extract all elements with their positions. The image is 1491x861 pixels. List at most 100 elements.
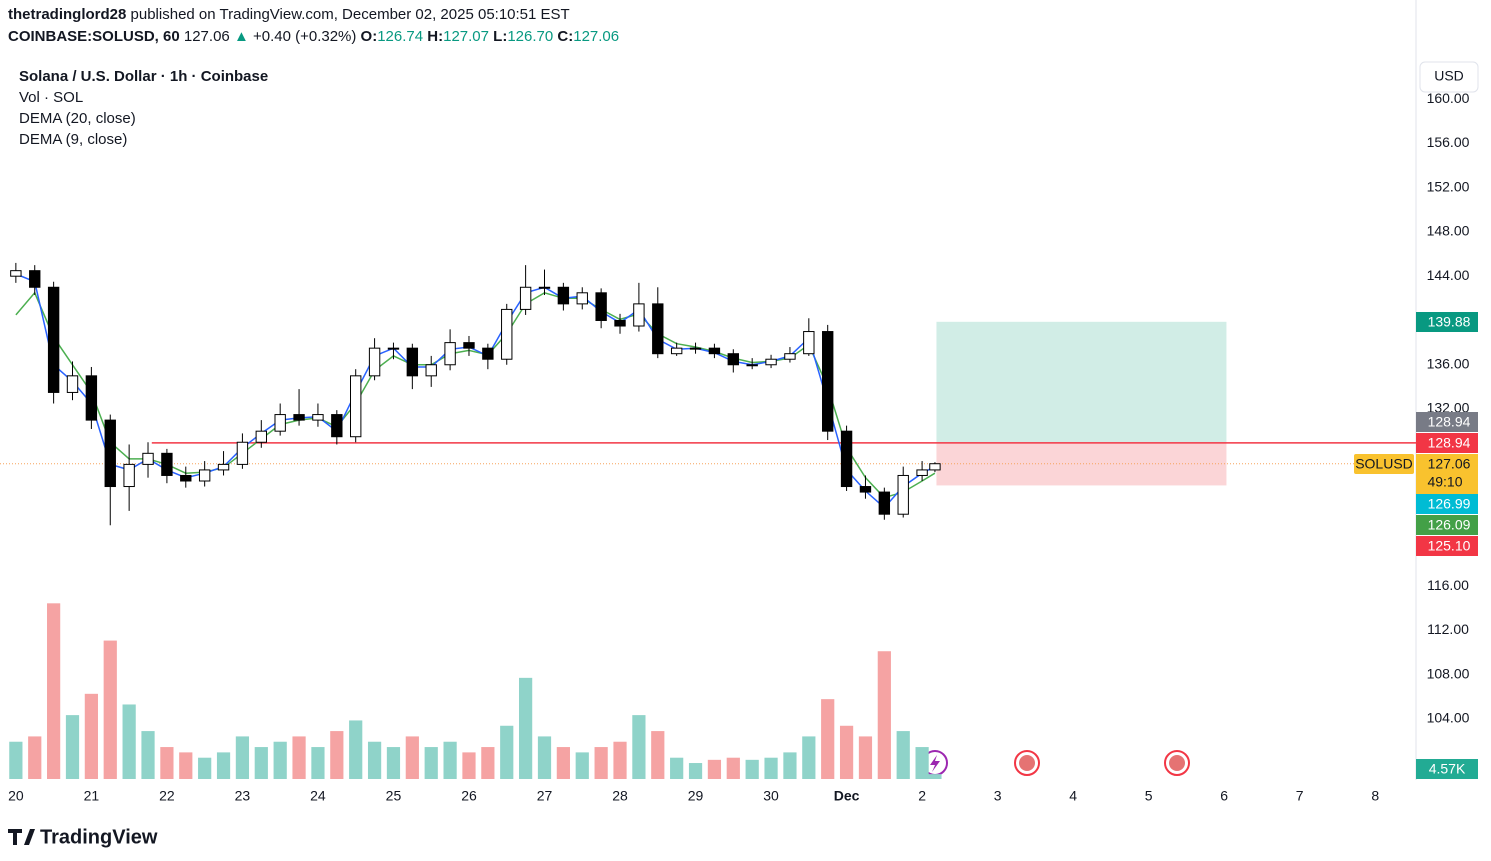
ohlc-label: O:: [360, 28, 378, 45]
price-label: 139.88: [1428, 314, 1471, 330]
candle-body: [538, 286, 551, 289]
candle-body: [784, 353, 796, 360]
volume-bar: [160, 747, 174, 779]
legend-entry: DEMA (9, close): [19, 131, 127, 148]
logo: TradingView: [8, 826, 158, 848]
candle-body: [595, 292, 607, 321]
volume-bar: [556, 747, 570, 779]
volume-bar: [28, 736, 42, 779]
volume-bar: [839, 725, 854, 779]
x-tick-label: 4: [1069, 788, 1077, 804]
volume-bar: [651, 731, 665, 779]
volume-bar: [481, 747, 495, 779]
ohlc-label: C:: [557, 28, 574, 45]
volume-bar: [783, 752, 797, 779]
volume-bar: [330, 731, 344, 779]
candle-body: [633, 303, 645, 327]
price-label-box: [1416, 515, 1478, 535]
candle-body: [444, 342, 456, 366]
candle-body: [217, 463, 230, 471]
price-label: 128.94: [1428, 414, 1471, 430]
candle-body: [47, 286, 60, 393]
volume-bar: [292, 736, 306, 779]
candle-body: [708, 347, 721, 355]
y-tick-label: 156.00: [1427, 134, 1470, 150]
x-tick-label: 23: [235, 788, 251, 804]
candle-body: [765, 358, 777, 366]
change: +0.40 (+0.32%): [252, 28, 357, 45]
header: thetradinglord28 published on TradingVie…: [8, 6, 570, 23]
volume-bar: [311, 747, 325, 779]
price-label: 127.06: [1428, 456, 1471, 472]
currency-button[interactable]: [1419, 61, 1479, 93]
price-label-box: [1416, 412, 1478, 432]
volume-bar: [84, 693, 98, 779]
x-tick-label: 27: [537, 788, 553, 804]
quote: COINBASE:SOLUSD, 60 127.06 ▲ +0.40 (+0.3…: [8, 28, 619, 45]
currency[interactable]: USD: [1434, 68, 1464, 84]
candle-body: [406, 347, 419, 377]
candle-body: [312, 414, 324, 421]
logo-text: TradingView: [40, 826, 158, 848]
candle-body: [929, 463, 941, 471]
volume-bar: [198, 757, 212, 779]
published: published on TradingView.com, December 0…: [130, 6, 570, 23]
y-tick-label: 144.00: [1427, 267, 1470, 283]
candle-body: [142, 452, 154, 465]
candle-body: [236, 441, 249, 465]
volume-bar: [462, 752, 476, 779]
candle-body: [614, 319, 626, 327]
volume-bar: [122, 704, 136, 779]
volume-bar: [500, 725, 514, 779]
price-label: 126.09: [1428, 517, 1471, 533]
ohlc-value: 127.07: [443, 28, 489, 45]
volume-bar: [764, 757, 778, 779]
x-tick-label: 30: [763, 788, 779, 804]
candle-body: [501, 308, 513, 360]
candle-body: [576, 292, 588, 305]
x-tick-label: 6: [1220, 788, 1228, 804]
candle-body: [198, 469, 211, 482]
y-tick-label: 108.00: [1427, 665, 1470, 681]
volume-bar: [877, 651, 891, 779]
candle-body: [123, 463, 135, 488]
y-tick-label: 132.00: [1427, 400, 1470, 416]
volume-bar: [405, 736, 419, 779]
y-tick-label: 148.00: [1427, 223, 1470, 239]
volume-bar: [47, 603, 61, 779]
ohlc-label: L:: [493, 28, 508, 45]
price-label: 126.99: [1428, 496, 1471, 512]
x-tick-label: 7: [1296, 788, 1304, 804]
volume-bar: [726, 757, 740, 779]
x-tick-label: 2: [918, 788, 926, 804]
candle-body: [822, 331, 834, 432]
candle-body: [350, 375, 362, 438]
volume-bar: [367, 741, 382, 779]
candle-body: [878, 491, 891, 515]
dema-line: [15, 291, 936, 499]
candle-body: [463, 342, 475, 349]
volume-bar: [65, 715, 80, 779]
price-label-box: [1416, 433, 1478, 453]
x-tick-label: 20: [8, 788, 24, 804]
volume-bar: [273, 741, 287, 779]
volume-bar: [632, 715, 646, 779]
candle-body: [66, 375, 79, 393]
candle-body: [482, 347, 494, 360]
volume-bar: [928, 774, 942, 779]
y-tick-label: 116.00: [1427, 577, 1469, 593]
candle-body: [727, 353, 739, 366]
event-icons: [922, 750, 1190, 776]
volume-bar: [254, 747, 268, 779]
x-tick-label: 24: [310, 788, 326, 804]
candle-body: [10, 270, 22, 277]
candle-body: [916, 469, 928, 476]
volume-bar: [670, 757, 684, 779]
volume-bar: [858, 736, 873, 779]
volume-bar: [386, 747, 401, 779]
symbol: COINBASE:SOLUSD, 60: [8, 28, 180, 45]
price-label: 128.94: [1428, 435, 1471, 451]
candle-body: [840, 430, 853, 488]
volume-bar: [594, 747, 608, 779]
